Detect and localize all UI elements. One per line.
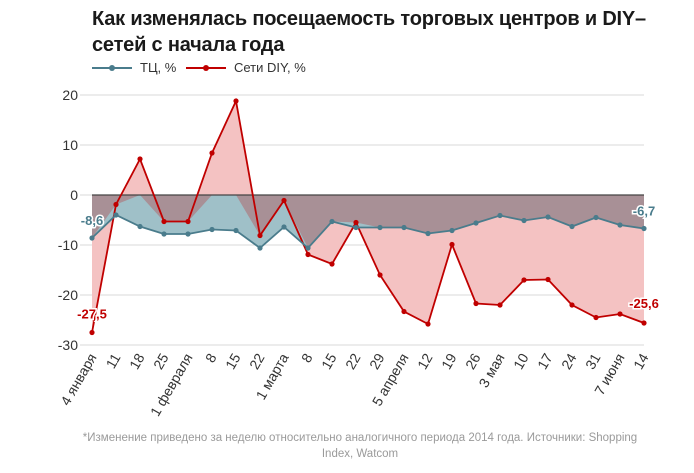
series-diy-point bbox=[281, 197, 287, 204]
series-tc-point bbox=[401, 224, 407, 231]
footnote: *Изменение приведено за неделю относител… bbox=[82, 432, 638, 460]
series-diy-line bbox=[91, 98, 645, 333]
x-tick-label: 31 bbox=[582, 350, 604, 372]
series-tc-point bbox=[113, 212, 119, 218]
data-label: -8,6 bbox=[81, 213, 103, 228]
series-tc-point bbox=[89, 235, 95, 241]
x-tick-label: 18 bbox=[126, 350, 148, 372]
series-diy-point bbox=[161, 218, 167, 225]
data-label: -6,7 bbox=[633, 204, 655, 219]
x-tick-label: 15 bbox=[318, 350, 340, 372]
series-diy-point bbox=[593, 314, 599, 321]
series-diy-point bbox=[209, 150, 215, 156]
series-diy-point bbox=[233, 98, 239, 104]
series-diy-point bbox=[257, 232, 263, 239]
y-tick-label: -20 bbox=[58, 287, 78, 303]
series-diy-point bbox=[617, 311, 623, 317]
series-tc-point bbox=[497, 212, 503, 219]
series-tc-point bbox=[353, 224, 359, 231]
y-tick-label: 10 bbox=[62, 137, 78, 153]
series-tc-point bbox=[449, 227, 455, 234]
area-overlap bbox=[92, 195, 644, 248]
y-tick-label: -30 bbox=[58, 337, 78, 353]
series-diy-point bbox=[401, 308, 407, 315]
series-tc-point bbox=[281, 224, 287, 230]
series-tc-point bbox=[185, 231, 191, 237]
series-tc-point bbox=[569, 223, 575, 230]
series-diy-point bbox=[113, 201, 119, 208]
series-tc-point bbox=[137, 223, 143, 230]
series-tc-point bbox=[545, 214, 551, 220]
x-tick-label: 26 bbox=[462, 350, 484, 372]
y-tick-label: 0 bbox=[70, 187, 78, 203]
chart-title: Как изменялась посещаемость торговых цен… bbox=[92, 8, 646, 56]
series-diy-point bbox=[305, 251, 311, 258]
y-tick-label: -10 bbox=[58, 237, 78, 253]
series-tc-point bbox=[377, 224, 383, 231]
series-diy-point bbox=[449, 241, 455, 248]
x-tick-label: 19 bbox=[438, 350, 460, 372]
series-diy-point bbox=[353, 219, 359, 226]
x-tick-label: 25 bbox=[150, 350, 172, 372]
x-tick-label: 8 bbox=[202, 350, 220, 365]
x-tick-label: 11 bbox=[102, 350, 123, 371]
series-diy-point bbox=[137, 156, 143, 162]
series-tc-point bbox=[473, 220, 479, 226]
series-diy-point bbox=[521, 277, 527, 283]
x-tick-label: 29 bbox=[366, 350, 388, 372]
x-tick-label: 15 bbox=[222, 350, 244, 372]
chart-plot: 20 10 0 -10 -20 -30 -8,6 -6,7 -27,5 -25,6 4 января… bbox=[57, 87, 660, 419]
series-tc-point bbox=[257, 245, 263, 251]
data-label: -27,5 bbox=[77, 307, 107, 322]
legend-marker-diy bbox=[186, 65, 226, 71]
x-tick-label: 17 bbox=[534, 350, 556, 372]
x-tick-label: 4 января bbox=[57, 351, 99, 409]
series-tc-point bbox=[161, 231, 167, 237]
series-diy-point bbox=[641, 320, 647, 326]
series-diy-point bbox=[329, 261, 335, 267]
legend-label-diy: Сети DIY, % bbox=[234, 60, 306, 75]
x-tick-label: 22 bbox=[342, 350, 364, 372]
series-tc-point bbox=[233, 227, 239, 234]
series-diy-point bbox=[569, 302, 575, 308]
legend-label-tc: ТЦ, % bbox=[140, 60, 177, 75]
series-tc-point bbox=[209, 226, 215, 233]
series-tc-point bbox=[425, 230, 431, 237]
series-diy-point bbox=[185, 218, 191, 225]
series-diy-point bbox=[545, 276, 551, 283]
series-diy-point bbox=[89, 329, 95, 336]
series-tc-point bbox=[521, 217, 527, 224]
x-tick-label: 12 bbox=[414, 350, 436, 372]
series-tc-point bbox=[329, 218, 335, 225]
series-diy-point bbox=[377, 272, 383, 278]
legend-marker-tc bbox=[92, 65, 132, 71]
series-tc-point bbox=[641, 225, 647, 232]
series-tc-point bbox=[617, 222, 623, 228]
x-tick-label: 10 bbox=[510, 350, 532, 372]
series-diy-point bbox=[473, 300, 479, 307]
y-tick-label: 20 bbox=[62, 87, 78, 103]
series-diy-point bbox=[497, 302, 503, 308]
x-tick-label: 22 bbox=[246, 350, 268, 372]
x-tick-label: 8 bbox=[298, 350, 316, 365]
series-tc-point bbox=[593, 214, 599, 221]
series-tc-point bbox=[305, 245, 311, 251]
x-tick-label: 24 bbox=[558, 350, 580, 372]
series-tc-line bbox=[91, 213, 645, 250]
x-tick-label: 3 мая bbox=[475, 351, 507, 391]
x-tick-label: 14 bbox=[630, 350, 652, 372]
data-label: -25,6 bbox=[629, 296, 659, 311]
series-diy-point bbox=[425, 321, 431, 327]
